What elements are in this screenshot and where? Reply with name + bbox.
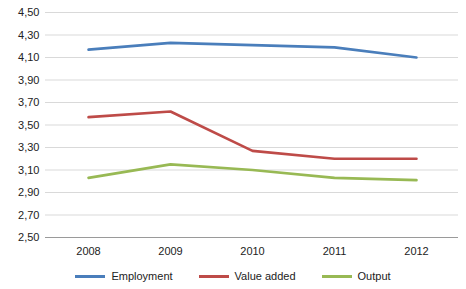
svg-text:2011: 2011 xyxy=(323,245,347,257)
svg-text:2,90: 2,90 xyxy=(18,186,39,198)
html-text:Employment: Employment xyxy=(111,270,173,282)
svg-text:4,50: 4,50 xyxy=(18,6,39,18)
svg-text:2008: 2008 xyxy=(76,245,100,257)
svg-text:2012: 2012 xyxy=(404,245,428,257)
svg-text:2010: 2010 xyxy=(240,245,264,257)
svg-text:3,10: 3,10 xyxy=(18,164,39,176)
svg-text:4,30: 4,30 xyxy=(18,29,39,41)
svg-text:3,90: 3,90 xyxy=(18,74,39,86)
html-text:Value added: Value added xyxy=(234,270,296,282)
svg-text:4,10: 4,10 xyxy=(18,51,39,63)
svg-text:2,70: 2,70 xyxy=(18,209,39,221)
svg-text:2009: 2009 xyxy=(158,245,182,257)
html-text:Output: Output xyxy=(357,270,391,282)
svg-text:2,50: 2,50 xyxy=(18,231,39,243)
svg-text:3,50: 3,50 xyxy=(18,119,39,131)
svg-text:3,70: 3,70 xyxy=(18,96,39,108)
svg-text:3,30: 3,30 xyxy=(18,141,39,153)
